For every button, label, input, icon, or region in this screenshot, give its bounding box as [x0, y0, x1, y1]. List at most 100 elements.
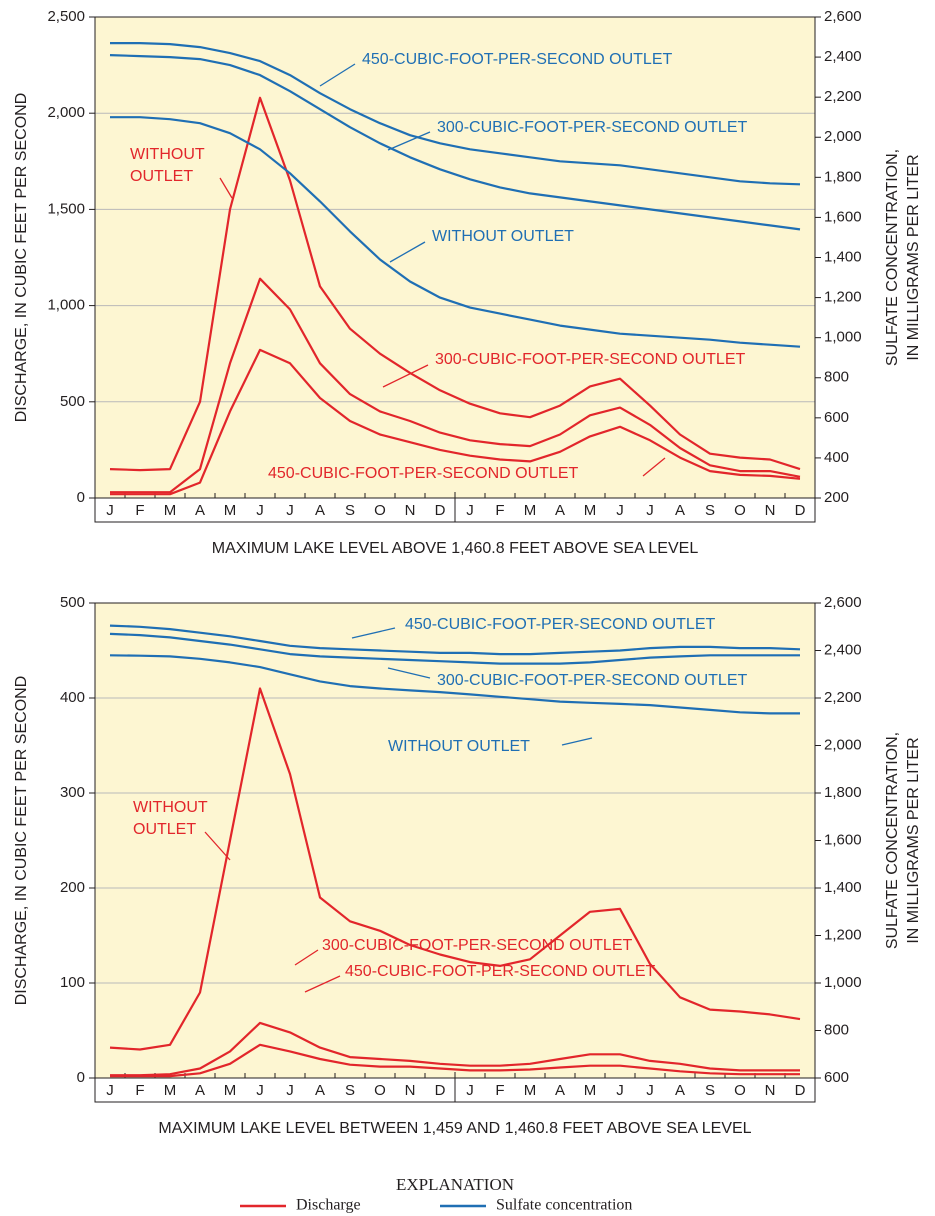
annotation: 300-CUBIC-FOOT-PER-SECOND OUTLET	[435, 351, 745, 368]
x-tick-label: S	[345, 1082, 355, 1099]
x-tick-label: M	[164, 502, 177, 519]
annotation-leader	[294, 949, 319, 966]
x-tick-label: N	[405, 502, 416, 519]
y2-tick-label: 1,800	[824, 784, 862, 801]
annotation: 450-CUBIC-FOOT-PER-SECOND OUTLET	[362, 51, 672, 68]
annotation-leader	[204, 831, 231, 861]
series-line	[110, 116, 801, 348]
annotation: WITHOUT	[133, 799, 208, 816]
annotation: 300-CUBIC-FOOT-PER-SECOND OUTLET	[322, 937, 632, 954]
x-tick-label: A	[555, 502, 565, 519]
y2-axis-title: IN MILLIGRAMS PER LITER	[905, 737, 922, 943]
y-tick-label: 1,500	[47, 200, 85, 217]
x-axis-title: MAXIMUM LAKE LEVEL ABOVE 1,460.8 FEET AB…	[212, 540, 699, 557]
series-line	[110, 277, 801, 494]
x-tick-label: M	[584, 1082, 597, 1099]
x-tick-label: M	[224, 502, 237, 519]
series-line	[109, 632, 800, 665]
y-tick-label: 500	[60, 393, 85, 410]
annotation-leader	[382, 364, 429, 388]
y2-tick-label: 1,200	[824, 926, 862, 943]
series-line	[109, 624, 801, 656]
annotation-leader	[351, 627, 396, 639]
plot-background	[95, 17, 815, 498]
y-tick-label: 1,000	[47, 297, 85, 314]
y-axis-title: DISCHARGE, IN CUBIC FEET PER SECOND	[13, 93, 30, 423]
y2-tick-label: 2,000	[824, 128, 862, 145]
y2-tick-label: 1,600	[824, 208, 862, 225]
x-tick-label: M	[524, 502, 537, 519]
y2-tick-label: 1,800	[824, 168, 862, 185]
x-tick-label: A	[195, 1082, 205, 1099]
y2-axis-title: SULFATE CONCENTRATION,	[884, 732, 901, 949]
series-line	[110, 42, 801, 186]
x-tick-label: S	[705, 502, 715, 519]
y2-tick-label: 2,200	[824, 689, 862, 706]
x-tick-label: J	[256, 502, 264, 519]
y2-tick-label: 600	[824, 409, 849, 426]
axis-strip	[94, 1077, 816, 1103]
series-line	[109, 687, 801, 1051]
y2-tick-label: 2,400	[824, 641, 862, 658]
x-tick-label: S	[705, 1082, 715, 1099]
x-tick-label: D	[795, 1082, 806, 1099]
y2-tick-label: 1,200	[824, 289, 862, 306]
annotation-leader	[387, 667, 431, 679]
plot-background	[95, 603, 815, 1078]
y-tick-label: 0	[77, 1069, 85, 1086]
y-tick-label: 2,500	[47, 8, 85, 25]
x-tick-label: J	[646, 502, 654, 519]
x-tick-label: J	[286, 502, 294, 519]
annotation: WITHOUT	[130, 146, 205, 163]
x-tick-label: O	[374, 502, 386, 519]
annotation: 300-CUBIC-FOOT-PER-SECOND OUTLET	[437, 672, 747, 689]
y2-tick-label: 800	[824, 369, 849, 386]
annotation: 450-CUBIC-FOOT-PER-SECOND OUTLET	[345, 963, 655, 980]
y2-tick-label: 600	[824, 1069, 849, 1086]
x-tick-label: F	[495, 502, 504, 519]
series-line	[109, 96, 801, 472]
x-tick-label: J	[286, 1082, 294, 1099]
annotation-leader	[319, 63, 356, 87]
y2-axis-title: SULFATE CONCENTRATION,	[884, 149, 901, 366]
y2-tick-label: 2,600	[824, 8, 862, 25]
y2-tick-label: 2,200	[824, 88, 862, 105]
x-tick-label: O	[374, 1082, 386, 1099]
x-tick-label: O	[734, 1082, 746, 1099]
y2-tick-label: 1,400	[824, 879, 862, 896]
y2-tick-label: 2,000	[824, 736, 862, 753]
x-tick-label: J	[106, 1082, 114, 1099]
x-tick-label: N	[765, 1082, 776, 1099]
x-tick-label: S	[345, 502, 355, 519]
x-tick-label: M	[584, 502, 597, 519]
y2-tick-label: 400	[824, 449, 849, 466]
legend-label: Discharge	[296, 1197, 361, 1214]
x-tick-label: J	[466, 1082, 474, 1099]
x-axis-title: MAXIMUM LAKE LEVEL BETWEEN 1,459 AND 1,4…	[158, 1120, 751, 1137]
series-line	[109, 654, 800, 715]
annotation: 300-CUBIC-FOOT-PER-SECOND OUTLET	[437, 119, 747, 136]
annotation-leader	[389, 241, 426, 263]
annotation-leader	[304, 975, 341, 993]
explanation-title: EXPLANATION	[396, 1175, 514, 1194]
x-tick-label: N	[405, 1082, 416, 1099]
annotation-leader	[561, 737, 593, 746]
x-tick-label: M	[224, 1082, 237, 1099]
y2-tick-label: 200	[824, 489, 849, 506]
annotation: OUTLET	[133, 821, 196, 838]
y2-tick-label: 1,400	[824, 248, 862, 265]
x-tick-label: M	[524, 1082, 537, 1099]
y-tick-label: 400	[60, 689, 85, 706]
series-line	[110, 348, 801, 496]
x-tick-label: F	[135, 502, 144, 519]
annotation: OUTLET	[130, 168, 193, 185]
x-tick-label: O	[734, 502, 746, 519]
x-tick-label: D	[435, 1082, 446, 1099]
annotation-leader	[387, 131, 431, 151]
x-tick-label: A	[195, 502, 205, 519]
y-tick-label: 200	[60, 879, 85, 896]
y-tick-label: 300	[60, 784, 85, 801]
annotation: WITHOUT OUTLET	[432, 228, 574, 245]
annotation-leader	[642, 457, 666, 477]
